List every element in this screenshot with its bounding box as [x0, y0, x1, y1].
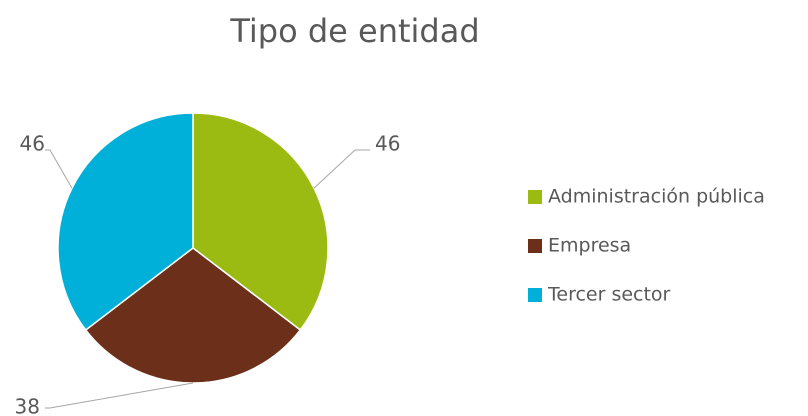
leader-line	[313, 149, 370, 189]
leader-line	[45, 149, 73, 189]
legend-label: Tercer sector	[547, 284, 671, 306]
data-label: 46	[20, 132, 45, 156]
data-label: 38	[15, 395, 40, 416]
data-label: 46	[375, 132, 400, 156]
legend-swatch	[528, 288, 542, 302]
legend-swatch	[528, 239, 542, 253]
legend-label: Empresa	[548, 235, 631, 257]
legend-label: Administración pública	[548, 186, 765, 208]
pie-slice	[192, 112, 329, 332]
leader-line	[45, 382, 194, 409]
chart-title: Tipo de entidad	[229, 12, 479, 50]
legend-swatch	[528, 190, 542, 204]
pie-slice	[57, 112, 194, 332]
